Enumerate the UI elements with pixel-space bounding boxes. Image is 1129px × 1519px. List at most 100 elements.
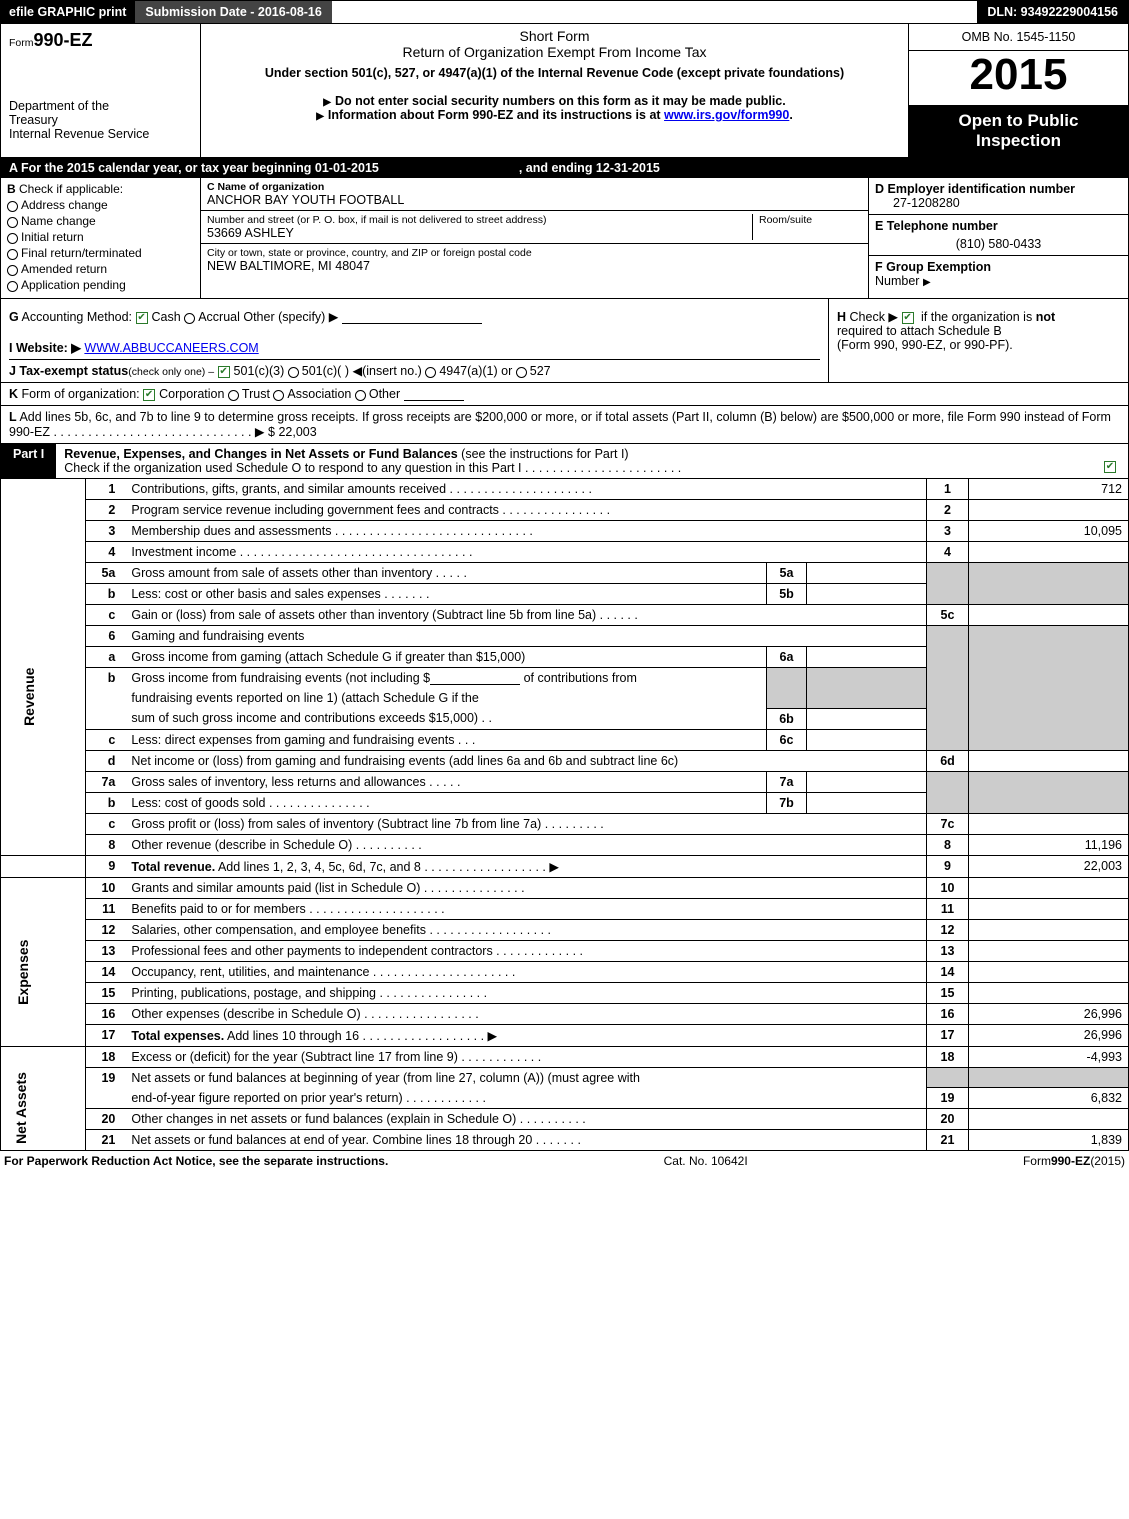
section-c: C Name of organization ANCHOR BAY YOUTH … [201, 178, 868, 298]
dept-line-3: Internal Revenue Service [9, 127, 192, 141]
opt-amended-return[interactable]: Amended return [7, 262, 194, 276]
d-ein-label: D Employer identification number [875, 182, 1122, 196]
c-name-label: C Name of organization [207, 181, 862, 193]
opt-name-change-label: Name change [21, 214, 96, 228]
part-i-suffix: (see the instructions for Part I) [461, 447, 628, 461]
line-6b-text1: Gross income from fundraising events (no… [125, 668, 766, 689]
line-13-value [969, 940, 1129, 961]
line-5a-text: Gross amount from sale of assets other t… [125, 563, 766, 584]
accrual-radio[interactable] [184, 313, 195, 324]
h-letter: H [837, 310, 846, 324]
opt-application-pending[interactable]: Application pending [7, 278, 194, 292]
opt-initial-return[interactable]: Initial return [7, 230, 194, 244]
k-corp: Corporation [159, 387, 224, 401]
header-middle: Short Form Return of Organization Exempt… [201, 24, 908, 157]
badge-line-2: Inspection [913, 131, 1124, 151]
k-text: Form of organization: [22, 387, 140, 401]
h-text4: (Form 990, 990-EZ, or 990-PF). [837, 338, 1013, 352]
form-title: Return of Organization Exempt From Incom… [209, 44, 900, 60]
line-15-value [969, 982, 1129, 1003]
j-opt2: 501(c)( ) [302, 364, 349, 378]
section-a-row: A For the 2015 calendar year, or tax yea… [0, 158, 1129, 178]
org-street: 53669 ASHLEY [207, 226, 752, 240]
note2-prefix: Information about Form 990-EZ and its in… [328, 108, 664, 122]
j-501c-radio[interactable] [288, 367, 299, 378]
dept-line-1: Department of the [9, 99, 192, 113]
section-b-c-d: B Check if applicable: Address change Na… [0, 178, 1129, 299]
line-20-value [969, 1109, 1129, 1130]
line-14-text: Occupancy, rent, utilities, and maintena… [125, 961, 926, 982]
part-i-title: Revenue, Expenses, and Changes in Net As… [64, 447, 457, 461]
cash-checkbox[interactable]: ✔ [136, 312, 148, 324]
k-trust-radio[interactable] [228, 390, 239, 401]
section-k: K Form of organization: ✔Corporation Tru… [0, 383, 1129, 406]
website-link[interactable]: WWW.ABBUCCANEERS.COM [84, 341, 258, 355]
k-assoc-radio[interactable] [273, 390, 284, 401]
l-dots: . . . . . . . . . . . . . . . . . . . . … [53, 425, 264, 439]
part-i-label: Part I [1, 444, 56, 478]
k-other-radio[interactable] [355, 390, 366, 401]
line-19-text1: Net assets or fund balances at beginning… [125, 1067, 926, 1088]
line-7a-text: Gross sales of inventory, less returns a… [125, 771, 766, 792]
h-checkbox[interactable]: ✔ [902, 312, 914, 324]
j-opt4: 527 [530, 364, 551, 378]
k-other: Other [369, 387, 400, 401]
section-a-right: , and ending 12-31-2015 [519, 161, 660, 175]
form-number: Form990-EZ [9, 30, 192, 51]
opt-amended-return-label: Amended return [21, 262, 107, 276]
line-6a-text: Gross income from gaming (attach Schedul… [125, 647, 766, 668]
page-footer: For Paperwork Reduction Act Notice, see … [0, 1151, 1129, 1171]
line-6b-text3: sum of such gross income and contributio… [125, 708, 766, 729]
section-d-e-f: D Employer identification number 27-1208… [868, 178, 1128, 298]
l-value: $ 22,003 [268, 425, 317, 439]
k-corporation-checkbox[interactable]: ✔ [143, 389, 155, 401]
opt-application-pending-label: Application pending [21, 278, 126, 292]
revenue-side-label: Revenue [1, 479, 86, 855]
irs-link[interactable]: www.irs.gov/form990 [664, 108, 789, 122]
j-501c3-checkbox[interactable]: ✔ [218, 366, 230, 378]
form-subtitle: Under section 501(c), 527, or 4947(a)(1)… [209, 66, 900, 80]
net-assets-side-label: Net Assets [1, 1046, 86, 1151]
h-text2: if the organization is [921, 310, 1032, 324]
line-6b-value [807, 708, 927, 729]
j-4947-radio[interactable] [425, 367, 436, 378]
section-b: B Check if applicable: Address change Na… [1, 178, 201, 298]
submission-date: Submission Date - 2016-08-16 [135, 1, 331, 23]
line-1-text: Contributions, gifts, grants, and simila… [125, 479, 926, 500]
line-17-value: 26,996 [969, 1024, 1129, 1046]
line-6d-value [969, 750, 1129, 771]
header-right: OMB No. 1545-1150 2015 Open to Public In… [908, 24, 1128, 157]
line-7c-text: Gross profit or (loss) from sales of inv… [125, 813, 926, 834]
k-assoc: Association [287, 387, 351, 401]
footer-left: For Paperwork Reduction Act Notice, see … [4, 1154, 388, 1168]
form-note-2: Information about Form 990-EZ and its in… [209, 108, 900, 122]
opt-final-return[interactable]: Final return/terminated [7, 246, 194, 260]
opt-initial-return-label: Initial return [21, 230, 84, 244]
opt-name-change[interactable]: Name change [7, 214, 194, 228]
org-city: NEW BALTIMORE, MI 48047 [207, 259, 862, 273]
f-number-label: Number [875, 274, 919, 288]
section-l: L Add lines 5b, 6c, and 7b to line 9 to … [0, 406, 1129, 444]
line-g: G Accounting Method: ✔Cash Accrual Other… [9, 309, 820, 324]
line-16-value: 26,996 [969, 1003, 1129, 1024]
footer-cat-no: Cat. No. 10642I [388, 1154, 1023, 1168]
top-bar: efile GRAPHIC print Submission Date - 20… [0, 0, 1129, 24]
g-cash: Cash [152, 310, 181, 324]
opt-address-change[interactable]: Address change [7, 198, 194, 212]
line-5b-value [807, 584, 927, 605]
line-2-value [969, 500, 1129, 521]
tax-year: 2015 [909, 51, 1128, 99]
line-4-text: Investment income . . . . . . . . . . . … [125, 542, 926, 563]
k-trust: Trust [242, 387, 270, 401]
line-3-text: Membership dues and assessments . . . . … [125, 521, 926, 542]
i-label: I Website: ▶ [9, 341, 81, 355]
line-7b-text: Less: cost of goods sold . . . . . . . .… [125, 792, 766, 813]
line-5c-text: Gain or (loss) from sale of assets other… [125, 605, 926, 626]
line-20-text: Other changes in net assets or fund bala… [125, 1109, 926, 1130]
part-i-check-line: Check if the organization used Schedule … [64, 461, 681, 475]
part-i-schedule-o-checkbox[interactable]: ✔ [1104, 461, 1116, 473]
j-527-radio[interactable] [516, 367, 527, 378]
j-label: J Tax-exempt status [9, 364, 128, 378]
part-i-table: Revenue 1Contributions, gifts, grants, a… [0, 479, 1129, 1151]
line-10-text: Grants and similar amounts paid (list in… [125, 877, 926, 898]
